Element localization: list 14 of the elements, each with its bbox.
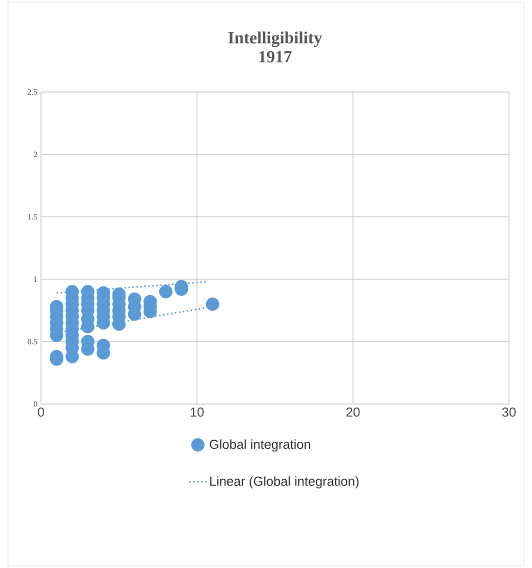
point (159, 284, 172, 298)
y-tick-label: 2.5 (28, 89, 38, 95)
x-tick-label: 10 (190, 408, 204, 417)
x-tick-label: 20 (346, 408, 360, 417)
legend-label: Linear (Global integration) (210, 476, 359, 488)
y-tick-label: 0.5 (28, 338, 38, 344)
point (206, 297, 220, 311)
y-tick-label: 2 (34, 152, 38, 158)
legend-label: Global integration (210, 439, 310, 452)
x-tick-label: 30 (502, 408, 516, 417)
chart-title: Intelligibility 1917 (228, 32, 322, 62)
y-tick-label: 1 (34, 276, 37, 282)
y-tick-label: 1.5 (28, 214, 38, 220)
y-tick-label: 0 (34, 401, 38, 407)
